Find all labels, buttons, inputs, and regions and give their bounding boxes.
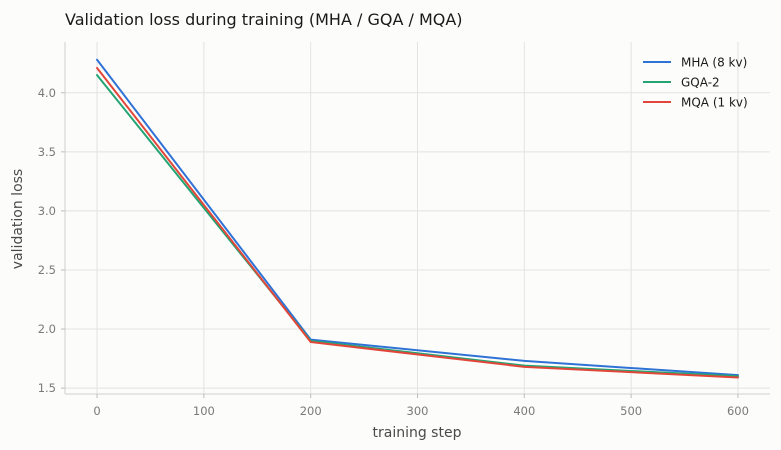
x-tick-label-0: 0: [93, 404, 100, 418]
y-tick-label-1: 2.0: [38, 322, 56, 336]
chart-title: Validation loss during training (MHA / G…: [65, 10, 463, 29]
x-tick-labels: 0 100 200 300 400 500 600: [93, 394, 749, 418]
x-tick-label-6: 600: [727, 404, 749, 418]
legend-label-0: MHA (8 kv): [681, 56, 747, 70]
y-tick-label-3: 3.0: [38, 204, 56, 218]
y-tick-labels: 1.5 2.0 2.5 3.0 3.5 4.0: [38, 86, 65, 395]
y-tick-label-5: 4.0: [38, 86, 56, 100]
legend: MHA (8 kv) GQA-2 MQA (1 kv): [643, 56, 748, 110]
series-line-1: [96, 74, 739, 378]
x-axis-label: training step: [373, 425, 462, 441]
y-tick-label-2: 2.5: [38, 263, 56, 277]
legend-label-1: GQA-2: [681, 76, 720, 90]
grid-lines: [65, 42, 770, 394]
x-tick-label-3: 300: [407, 404, 429, 418]
x-tick-label-4: 400: [513, 404, 535, 418]
x-tick-label-5: 500: [620, 404, 642, 418]
x-tick-label-1: 100: [193, 404, 215, 418]
series-line-0: [96, 58, 739, 377]
series-line-2: [96, 66, 739, 379]
series-lines: [96, 58, 739, 379]
y-tick-label-4: 3.5: [38, 145, 56, 159]
y-tick-label-0: 1.5: [38, 381, 56, 395]
legend-label-2: MQA (1 kv): [681, 96, 748, 110]
y-axis-label: validation loss: [10, 169, 26, 269]
x-tick-label-2: 200: [300, 404, 322, 418]
